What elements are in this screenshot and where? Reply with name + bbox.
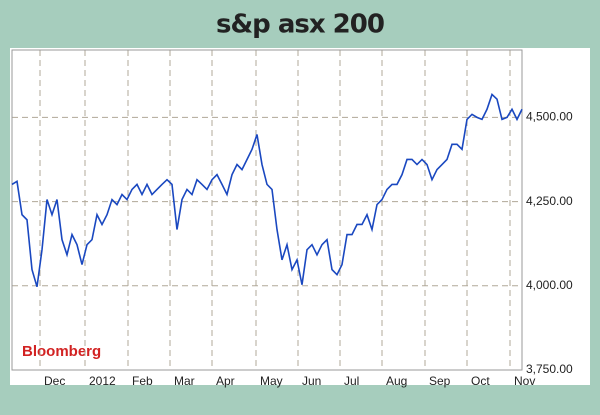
annotation: Bloomberg: [22, 343, 101, 360]
x-tick-label: Dec: [44, 374, 65, 388]
x-tick-label: May: [260, 374, 283, 388]
y-tick-label: 4,000.00: [526, 278, 573, 292]
x-tick-label: Jul: [344, 374, 359, 388]
y-tick-label: 4,250.00: [526, 194, 573, 208]
x-tick-label: 2012: [89, 374, 116, 388]
y-tick-label: 4,500.00: [526, 110, 573, 124]
x-tick-label: Oct: [471, 374, 490, 388]
x-tick-label: Sep: [429, 374, 451, 388]
x-tick-label: Apr: [216, 374, 235, 388]
plot-frame: [11, 49, 523, 371]
x-tick-label: Nov: [514, 374, 535, 388]
chart-title: s&p asx 200: [216, 10, 384, 40]
y-tick-label: 3,750.00: [526, 362, 573, 376]
x-tick-label: Feb: [132, 374, 153, 388]
x-tick-label: Jun: [302, 374, 321, 388]
x-tick-label: Aug: [386, 374, 407, 388]
x-tick-label: Mar: [174, 374, 195, 388]
price-line: [11, 93, 523, 288]
